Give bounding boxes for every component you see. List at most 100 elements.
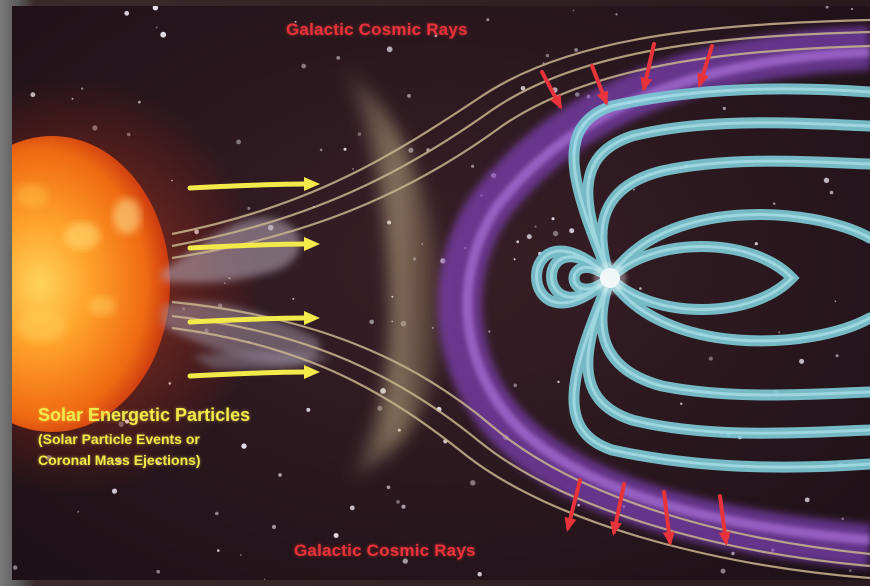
star xyxy=(301,63,307,69)
cosmic-ray-arrow xyxy=(697,44,714,88)
field-line-highlight xyxy=(608,276,870,343)
star xyxy=(572,9,575,12)
star xyxy=(294,20,297,23)
star xyxy=(575,92,580,97)
cosmic-ray-arrow xyxy=(610,482,626,536)
field-line-highlight xyxy=(600,276,870,397)
solar-wind-line xyxy=(171,30,870,248)
field-line-highlight xyxy=(586,276,870,435)
solar-wind-line xyxy=(171,300,870,556)
cosmic-ray-arrow xyxy=(590,64,608,106)
star xyxy=(156,569,160,574)
star xyxy=(369,319,375,325)
star xyxy=(217,549,220,552)
star xyxy=(551,217,555,221)
solar-wind-line xyxy=(171,326,870,580)
star xyxy=(464,546,467,549)
field-line-highlight xyxy=(572,87,870,280)
star xyxy=(408,147,414,153)
solar-particle-arrows xyxy=(187,177,320,379)
star xyxy=(124,10,130,16)
star xyxy=(477,572,482,577)
star xyxy=(306,407,311,412)
star xyxy=(772,202,776,205)
star xyxy=(526,234,532,240)
star xyxy=(552,230,559,237)
star xyxy=(434,34,438,38)
field-line-highlight xyxy=(608,213,870,280)
star xyxy=(534,225,537,228)
star xyxy=(513,383,518,388)
star xyxy=(486,18,490,22)
star xyxy=(215,511,219,516)
star xyxy=(841,517,844,521)
star xyxy=(407,94,411,98)
star xyxy=(639,287,642,290)
star xyxy=(835,354,839,358)
star xyxy=(13,565,18,570)
star xyxy=(152,6,159,11)
cosmic-ray-arrow xyxy=(564,478,582,532)
star xyxy=(470,480,476,486)
cosmic-ray-arrow xyxy=(662,490,675,546)
star xyxy=(577,503,580,507)
star xyxy=(829,190,834,195)
star xyxy=(804,497,810,503)
field-line-highlight xyxy=(550,255,612,299)
star xyxy=(236,139,242,145)
star xyxy=(545,53,550,58)
star xyxy=(633,188,635,191)
star xyxy=(557,380,560,384)
field-line-highlight xyxy=(572,265,612,291)
magnetosphere-illustration: Galactic Cosmic Rays Galactic Cosmic Ray… xyxy=(12,6,870,580)
label-galactic-cosmic-rays-top: Galactic Cosmic Rays xyxy=(286,20,468,39)
star xyxy=(471,164,475,168)
star xyxy=(569,228,575,234)
star xyxy=(516,240,520,244)
star xyxy=(386,46,393,53)
star xyxy=(799,358,805,364)
star xyxy=(401,504,406,509)
star xyxy=(292,297,295,300)
cosmic-ray-arrows xyxy=(540,42,731,546)
star xyxy=(848,569,852,572)
star xyxy=(396,500,400,504)
earth-icon xyxy=(594,262,626,294)
star xyxy=(77,510,80,513)
solar-wind-line xyxy=(171,18,870,236)
field-line-highlight xyxy=(586,121,870,280)
star xyxy=(731,551,735,556)
cosmic-ray-arrow xyxy=(640,42,656,92)
solar-particle-arrow xyxy=(187,365,320,379)
bow-shock xyxy=(342,68,442,478)
star xyxy=(386,485,391,490)
field-line-highlight xyxy=(572,276,870,469)
star xyxy=(823,177,830,183)
plasma-clouds xyxy=(162,217,332,371)
label-galactic-cosmic-rays-bottom: Galactic Cosmic Rays xyxy=(294,541,476,560)
solar-wind-line xyxy=(171,44,870,260)
earth-magnetic-field-highlights xyxy=(535,87,870,469)
magnetopause xyxy=(438,26,870,568)
label-solar-energetic-particles: Solar Energetic Particles xyxy=(38,405,251,425)
star xyxy=(349,505,355,511)
star xyxy=(357,132,362,136)
star xyxy=(851,8,853,10)
star xyxy=(615,13,618,16)
label-solar-subtitle-line1: (Solar Particle Events or xyxy=(38,431,200,447)
star xyxy=(343,147,347,151)
solar-particle-arrow xyxy=(187,177,320,191)
field-line-highlight xyxy=(600,159,870,280)
star xyxy=(263,578,266,580)
star xyxy=(240,554,242,556)
star xyxy=(319,148,323,152)
star xyxy=(574,48,578,52)
field-line-highlight xyxy=(608,245,795,311)
solar-wind-field-lines xyxy=(171,18,870,580)
star xyxy=(278,473,282,477)
star xyxy=(160,31,167,38)
label-solar-subtitle-line2: Coronal Mass Ejections) xyxy=(38,452,201,468)
star xyxy=(778,331,781,334)
cosmic-ray-arrow xyxy=(718,494,731,546)
